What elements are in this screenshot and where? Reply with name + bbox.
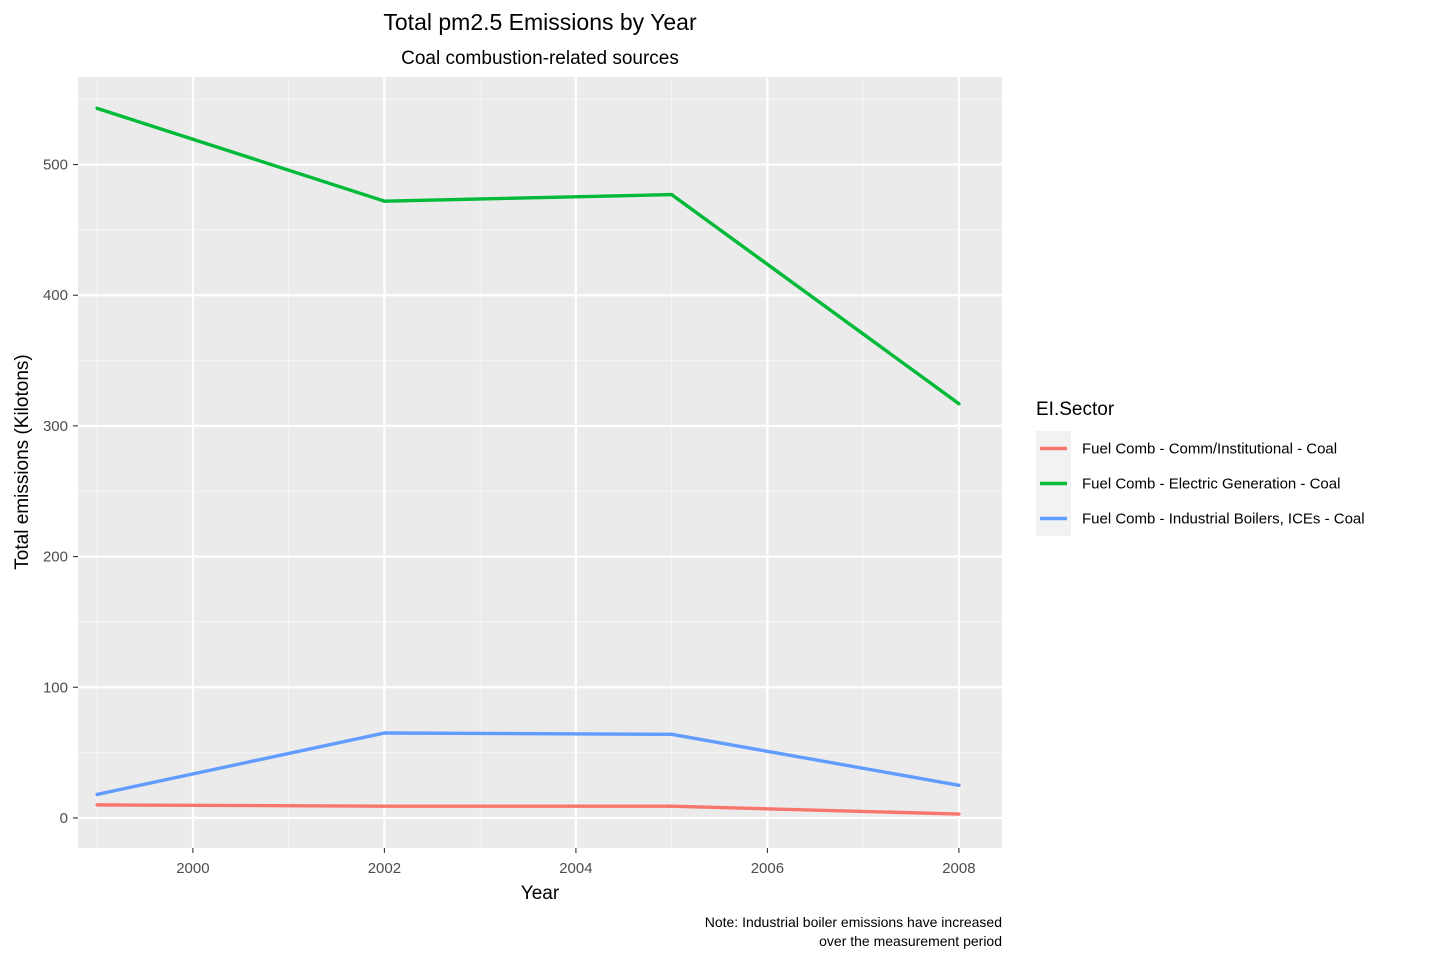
series-1-point (95, 803, 99, 807)
series-2-point (382, 199, 387, 203)
series-line-3 (96, 731, 960, 797)
y-axis-label: Total emissions (Kilotons) (12, 354, 33, 569)
series-2-point (957, 401, 961, 406)
y-tick-label: 0 (60, 810, 68, 827)
plot-panel (78, 77, 1002, 848)
y-axis-ticks: 0 100 200 300 400 500 (43, 157, 78, 827)
x-axis-label: Year (521, 883, 560, 904)
series-3-point (95, 792, 99, 797)
y-tick-label: 400 (43, 287, 68, 304)
series-line-1 (97, 803, 959, 816)
x-axis-ticks: 2000 2002 2004 2006 2008 (176, 848, 976, 877)
legend-label-3: Fuel Comb - Industrial Boilers, ICEs - C… (1082, 511, 1365, 528)
chart-title: Total pm2.5 Emissions by Year (383, 9, 697, 35)
legend-label-2: Fuel Comb - Electric Generation - Coal (1082, 476, 1340, 493)
series-1-point (957, 812, 961, 816)
series-line-2 (96, 106, 960, 406)
series-1-point (669, 804, 674, 808)
y-tick-label: 100 (43, 679, 68, 696)
legend-title: EI.Sector (1036, 399, 1115, 420)
x-tick-label: 2006 (751, 860, 784, 877)
x-tick-label: 2004 (559, 860, 592, 877)
y-tick-label: 200 (43, 549, 68, 566)
major-grid (78, 77, 1002, 848)
series-2-point (669, 192, 674, 197)
legend-items: Fuel Comb - Comm/Institutional - Coal Fue… (1036, 431, 1365, 536)
caption-line-2: over the measurement period (819, 933, 1002, 949)
minor-grid (78, 77, 1002, 848)
caption-line-1: Note: Industrial boiler emissions have i… (705, 914, 1002, 930)
series-3-point (957, 783, 961, 787)
series-3-point (669, 732, 674, 737)
series-3-point (382, 731, 387, 735)
y-tick-label: 300 (43, 418, 68, 435)
x-tick-label: 2008 (942, 860, 975, 877)
series-2-point (95, 106, 99, 111)
y-tick-label: 500 (43, 157, 68, 174)
chart-subtitle: Coal combustion-related sources (401, 48, 679, 69)
x-tick-label: 2000 (176, 860, 209, 877)
legend-label-1: Fuel Comb - Comm/Institutional - Coal (1082, 441, 1337, 458)
series-1-point (382, 804, 387, 808)
series-lines (95, 106, 961, 816)
legend: EI.Sector Fuel Comb - Comm/Institutional… (1036, 399, 1365, 536)
x-tick-label: 2002 (368, 860, 401, 877)
